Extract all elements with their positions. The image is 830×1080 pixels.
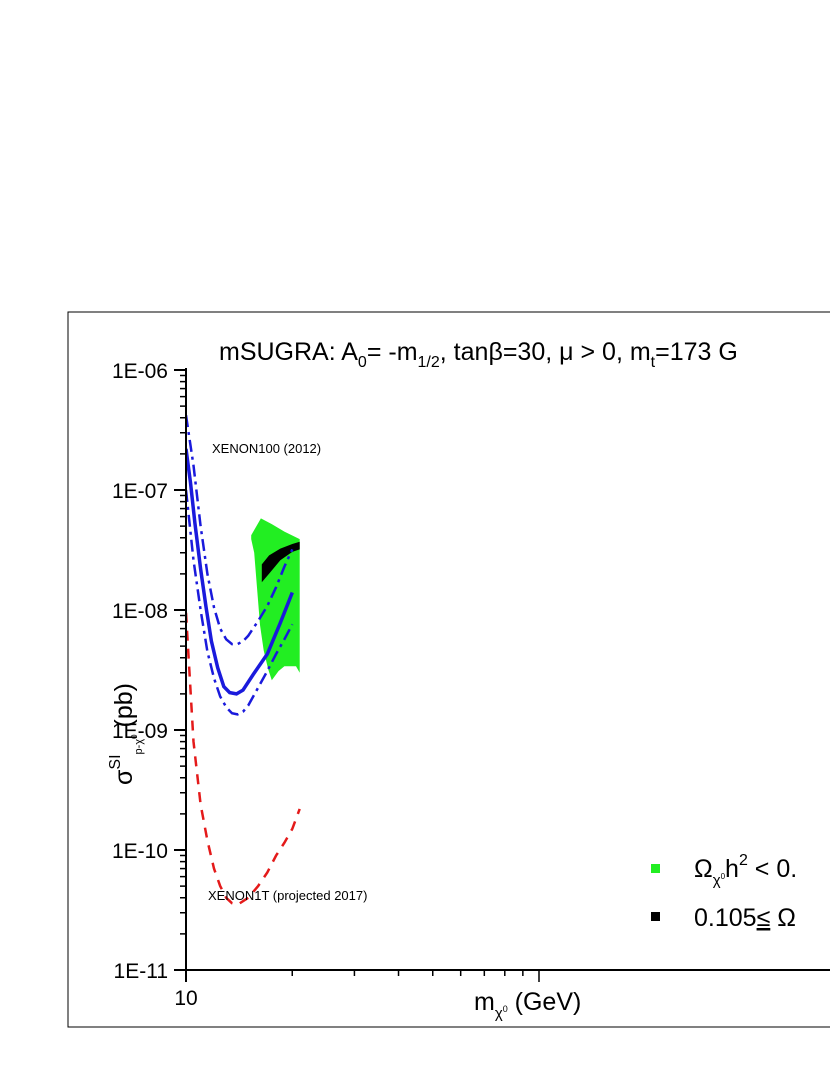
y-tick-label-2: 1E-08 [112,600,168,623]
y-ticks: 1E-06 1E-07 1E-08 1E-09 1E-10 1E-11 [112,360,186,983]
legend-marker-black [651,912,660,921]
legend-label-black: 0.105≤ Ω [694,904,796,932]
series-line-0 [186,448,294,696]
series-layer [186,415,301,907]
y-tick-label-4: 1E-10 [112,840,168,863]
y-tick-label-3: 1E-09 [112,720,168,743]
legend-marker-green [651,864,660,873]
annotation-xenon100: XENON100 (2012) [212,441,321,456]
series-line-1 [186,415,294,646]
chart-title: mSUGRA: A0= -m1/2, tanβ=30, μ > 0, mt=17… [219,338,738,371]
y-axis-label: σSIp-χ0 (pb) [107,683,145,785]
x-ticks: 10 [174,970,540,1010]
x-axis-label: mχ0 (GeV) [474,988,581,1022]
x-tick-label-0: 10 [174,987,197,1010]
y-tick-label-1: 1E-07 [112,480,168,503]
legend: Ωχ0h2 < 0. 0.105≤ Ω [651,852,797,932]
legend-label-green: Ωχ0h2 < 0. [694,852,797,889]
region-black-relic [261,541,300,583]
y-tick-label-0: 1E-06 [112,360,168,383]
series-line-2 [186,489,294,716]
figure-frame [67,311,830,1028]
y-tick-label-5: 1E-11 [114,960,168,983]
annotation-xenon1t: XENON1T (projected 2017) [208,888,367,903]
